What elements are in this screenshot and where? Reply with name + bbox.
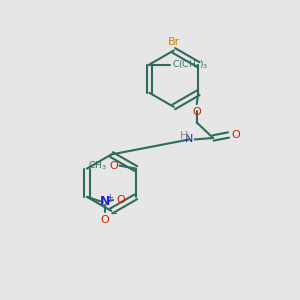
Text: C(CH$_3$)$_3$: C(CH$_3$)$_3$ [172,58,208,71]
Text: O: O [192,107,201,117]
Text: O: O [232,130,240,140]
Text: CH$_3$: CH$_3$ [88,159,106,172]
Text: O: O [101,214,110,225]
Text: +: + [106,193,112,202]
Text: H: H [180,131,188,141]
Text: O: O [109,160,118,171]
Text: N: N [184,134,193,144]
Text: O: O [117,195,125,205]
Text: −: − [110,209,118,219]
Text: Br: Br [168,37,180,47]
Text: N: N [100,195,110,208]
